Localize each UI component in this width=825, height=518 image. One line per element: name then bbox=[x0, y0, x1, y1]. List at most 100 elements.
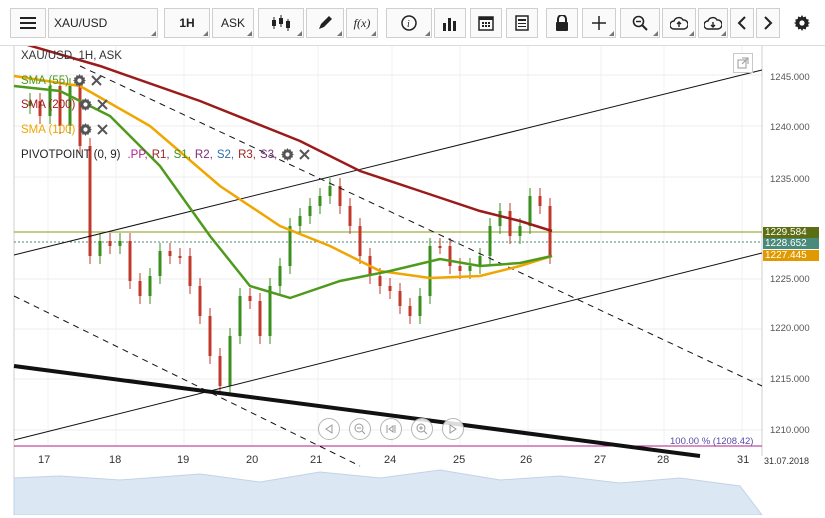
candlesticks bbox=[28, 78, 552, 394]
time-label: 27 bbox=[594, 454, 607, 466]
dashed-channel-upper[interactable] bbox=[79, 65, 763, 387]
sma100-label: SMA (100) bbox=[21, 123, 76, 136]
timeframe-selector[interactable]: 1H bbox=[164, 8, 210, 38]
price-label: 1240.000 bbox=[770, 122, 810, 133]
timeframe-label: 1H bbox=[179, 16, 195, 30]
legend-sma100: SMA (100) bbox=[21, 123, 109, 136]
calendar-icon bbox=[478, 16, 494, 31]
close-icon[interactable] bbox=[96, 123, 109, 136]
cloud-upload-icon bbox=[670, 16, 688, 30]
scroll-right-button[interactable] bbox=[442, 418, 464, 440]
triangle-left-icon bbox=[325, 424, 333, 434]
cloud-download-icon bbox=[704, 16, 722, 30]
channel-lower-line[interactable] bbox=[13, 252, 763, 441]
long-trend-line[interactable] bbox=[13, 364, 701, 458]
next-button[interactable] bbox=[756, 8, 780, 38]
bar-chart-icon bbox=[443, 18, 456, 31]
time-label: 28 bbox=[657, 454, 670, 466]
menu-button[interactable] bbox=[10, 8, 46, 38]
sma-200-line[interactable] bbox=[13, 39, 553, 233]
triangle-right-icon bbox=[449, 424, 457, 434]
settings-button[interactable] bbox=[786, 8, 818, 38]
time-label: 20 bbox=[246, 454, 259, 466]
calendar-button[interactable] bbox=[470, 8, 502, 38]
pivot-pp: .PP, bbox=[127, 148, 148, 161]
price-tag-pivot: 1229.584 bbox=[763, 227, 819, 238]
zoom-button[interactable] bbox=[620, 8, 660, 38]
download-button[interactable] bbox=[698, 8, 728, 38]
crosshair-icon bbox=[592, 16, 606, 30]
price-type-selector[interactable]: ASK bbox=[212, 8, 254, 38]
toolbar: XAU/USD 1H ASK f(x) i bbox=[0, 0, 825, 46]
reset-icon bbox=[386, 425, 396, 433]
legend-pivot: PIVOTPOINT (0, 9) .PP, R1, S1, R2, S2, R… bbox=[21, 148, 311, 161]
price-label: 1245.000 bbox=[770, 72, 810, 83]
sma200-label: SMA (200) bbox=[21, 98, 76, 111]
upload-button[interactable] bbox=[662, 8, 696, 38]
price-label: 1210.000 bbox=[770, 425, 810, 436]
chart-title-text: XAU/USD, 1H, ASK bbox=[21, 50, 122, 62]
lock-icon bbox=[556, 15, 568, 31]
gear-icon bbox=[794, 15, 810, 31]
chart-type-button[interactable] bbox=[258, 8, 304, 38]
time-label: 17 bbox=[38, 454, 51, 466]
price-label: 1235.000 bbox=[770, 174, 810, 185]
indicators-button[interactable]: f(x) bbox=[346, 8, 378, 38]
pivot-s1: S1, bbox=[173, 148, 191, 161]
gear-icon[interactable] bbox=[72, 74, 86, 87]
price-tag-sma100: 1227.445 bbox=[763, 250, 819, 261]
candles-icon bbox=[272, 15, 290, 31]
sma55-label: SMA (55) bbox=[21, 74, 69, 87]
chart-title: XAU/USD, 1H, ASK bbox=[21, 50, 122, 62]
info-button[interactable]: i bbox=[386, 8, 432, 38]
price-label: 1225.000 bbox=[770, 274, 810, 285]
price-type-label: ASK bbox=[220, 16, 245, 30]
symbol-selector[interactable]: XAU/USD bbox=[48, 8, 158, 38]
fib-level-label: 100.00 % (1208.42) bbox=[670, 436, 754, 447]
svg-text:i: i bbox=[407, 19, 410, 30]
channel-upper-line[interactable] bbox=[13, 69, 763, 256]
time-label: 25 bbox=[453, 454, 466, 466]
scroll-left-button[interactable] bbox=[318, 418, 340, 440]
pen-icon bbox=[319, 16, 332, 29]
navigator-area[interactable] bbox=[13, 469, 764, 516]
price-chart[interactable] bbox=[0, 39, 825, 516]
date-label: 31.07.2018 bbox=[764, 456, 810, 466]
time-label: 21 bbox=[310, 454, 323, 466]
chevron-right-icon bbox=[764, 16, 773, 30]
news-icon bbox=[515, 15, 529, 31]
reset-button[interactable] bbox=[380, 418, 402, 440]
sma-55-line[interactable] bbox=[13, 84, 553, 300]
chart-grid bbox=[14, 46, 762, 446]
legend-sma200: SMA (200) bbox=[21, 98, 109, 111]
zoom-in-button[interactable] bbox=[411, 418, 433, 440]
time-label: 24 bbox=[384, 454, 397, 466]
close-icon[interactable] bbox=[90, 74, 103, 87]
gear-icon[interactable] bbox=[79, 98, 93, 111]
chart-area[interactable]: XAU/USD, 1H, ASK SMA (55) SMA (200) SMA … bbox=[0, 39, 825, 516]
draw-tool-button[interactable] bbox=[306, 8, 344, 38]
lock-button[interactable] bbox=[546, 8, 578, 38]
chevron-left-icon bbox=[737, 16, 746, 30]
gear-icon[interactable] bbox=[79, 123, 93, 136]
zoom-out-button[interactable] bbox=[349, 418, 371, 440]
price-tag-current: 1228.652 bbox=[763, 238, 819, 249]
popout-button[interactable] bbox=[733, 53, 753, 73]
gear-icon[interactable] bbox=[281, 148, 295, 161]
prev-button[interactable] bbox=[730, 8, 754, 38]
pivot-label: PIVOTPOINT (0, 9) bbox=[21, 148, 121, 161]
close-icon[interactable] bbox=[96, 98, 109, 111]
volume-button[interactable] bbox=[434, 8, 466, 38]
pivot-r1: R1, bbox=[151, 148, 170, 161]
news-button[interactable] bbox=[506, 8, 538, 38]
menu-icon bbox=[20, 17, 36, 29]
info-icon: i bbox=[401, 15, 417, 31]
popout-icon bbox=[737, 57, 749, 69]
dashed-channel-lower[interactable] bbox=[13, 295, 361, 467]
time-label: 19 bbox=[177, 454, 190, 466]
close-icon[interactable] bbox=[298, 148, 311, 161]
sma-100-line[interactable] bbox=[13, 74, 553, 280]
zoom-icon bbox=[632, 15, 648, 31]
time-label: 31 bbox=[737, 454, 750, 466]
crosshair-button[interactable] bbox=[582, 8, 616, 38]
